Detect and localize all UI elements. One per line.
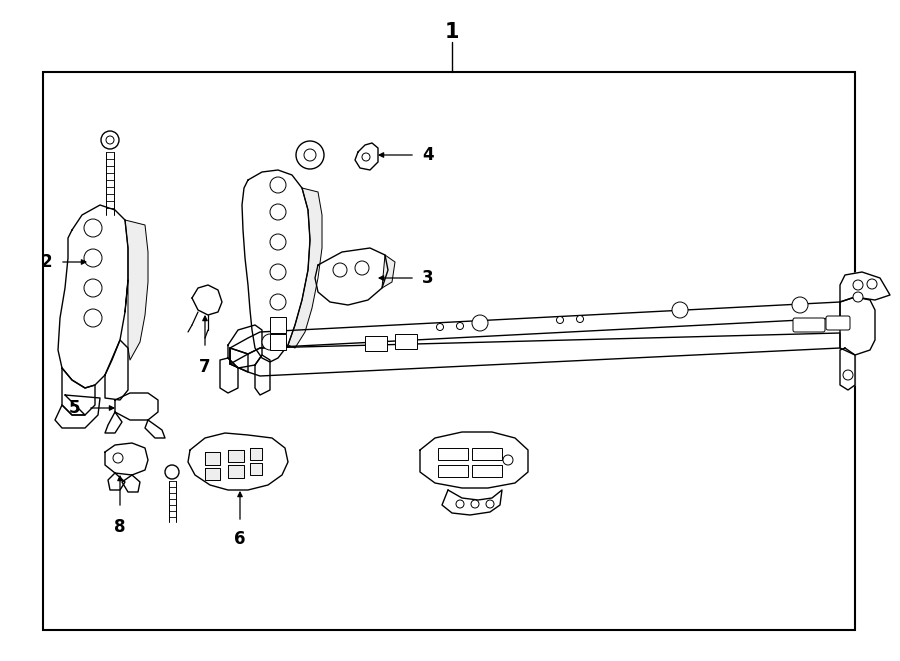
Polygon shape [840, 297, 875, 355]
Bar [270, 317, 286, 333]
Circle shape [270, 177, 286, 193]
Polygon shape [242, 170, 310, 362]
Circle shape [333, 263, 347, 277]
Circle shape [296, 141, 324, 169]
Polygon shape [105, 443, 148, 475]
Polygon shape [230, 333, 840, 376]
Text: 2: 2 [40, 253, 52, 271]
Polygon shape [108, 473, 125, 490]
Circle shape [853, 280, 863, 290]
Circle shape [270, 264, 286, 280]
Polygon shape [115, 393, 158, 420]
Circle shape [101, 131, 119, 149]
Circle shape [84, 249, 102, 267]
Text: 6: 6 [234, 530, 246, 548]
Circle shape [456, 323, 464, 329]
Bar [43, 72, 855, 630]
Text: 1: 1 [445, 22, 459, 42]
Polygon shape [230, 348, 248, 372]
Circle shape [792, 297, 808, 313]
Circle shape [472, 315, 488, 331]
Polygon shape [145, 420, 165, 438]
Polygon shape [105, 340, 128, 400]
Polygon shape [125, 220, 148, 360]
Circle shape [556, 317, 563, 323]
Bar [270, 334, 286, 350]
Circle shape [853, 292, 863, 302]
Text: 3: 3 [422, 269, 434, 287]
Circle shape [867, 279, 877, 289]
Polygon shape [192, 285, 222, 315]
Polygon shape [105, 412, 122, 433]
Circle shape [84, 309, 102, 327]
Circle shape [262, 334, 278, 350]
Polygon shape [188, 433, 288, 490]
Bar [472, 448, 502, 460]
Bar [472, 465, 502, 477]
Polygon shape [62, 368, 95, 415]
Circle shape [106, 136, 114, 144]
Circle shape [270, 204, 286, 220]
Polygon shape [442, 490, 502, 515]
Circle shape [113, 453, 123, 463]
Bar [395, 334, 417, 349]
Circle shape [456, 500, 464, 508]
Bar [365, 336, 387, 351]
Circle shape [672, 302, 688, 318]
Circle shape [362, 153, 370, 161]
Polygon shape [228, 325, 262, 368]
Polygon shape [58, 205, 128, 388]
Polygon shape [122, 475, 140, 492]
Polygon shape [220, 358, 238, 393]
Text: 4: 4 [422, 146, 434, 164]
Circle shape [270, 234, 286, 250]
Circle shape [471, 500, 479, 508]
Polygon shape [250, 448, 262, 460]
Polygon shape [230, 302, 840, 364]
Polygon shape [355, 143, 378, 170]
Polygon shape [840, 348, 855, 390]
Polygon shape [288, 188, 322, 348]
Text: 7: 7 [199, 358, 211, 376]
Circle shape [355, 261, 369, 275]
Polygon shape [250, 463, 262, 475]
Polygon shape [255, 355, 270, 395]
Polygon shape [205, 468, 220, 480]
Polygon shape [315, 248, 388, 305]
Polygon shape [228, 450, 244, 462]
Circle shape [843, 370, 853, 380]
Circle shape [84, 219, 102, 237]
Circle shape [436, 323, 444, 330]
Text: 5: 5 [68, 399, 80, 417]
Circle shape [304, 149, 316, 161]
Circle shape [165, 465, 179, 479]
Circle shape [503, 455, 513, 465]
Polygon shape [420, 432, 528, 488]
Bar [438, 448, 468, 460]
Polygon shape [55, 395, 100, 428]
Circle shape [84, 279, 102, 297]
FancyBboxPatch shape [793, 318, 825, 332]
Polygon shape [840, 272, 890, 302]
Circle shape [577, 315, 583, 323]
Polygon shape [228, 465, 244, 478]
Circle shape [270, 294, 286, 310]
Circle shape [486, 500, 494, 508]
Polygon shape [205, 452, 220, 465]
Text: 8: 8 [114, 518, 126, 536]
Bar [438, 465, 468, 477]
FancyBboxPatch shape [826, 316, 850, 330]
Polygon shape [382, 255, 395, 288]
